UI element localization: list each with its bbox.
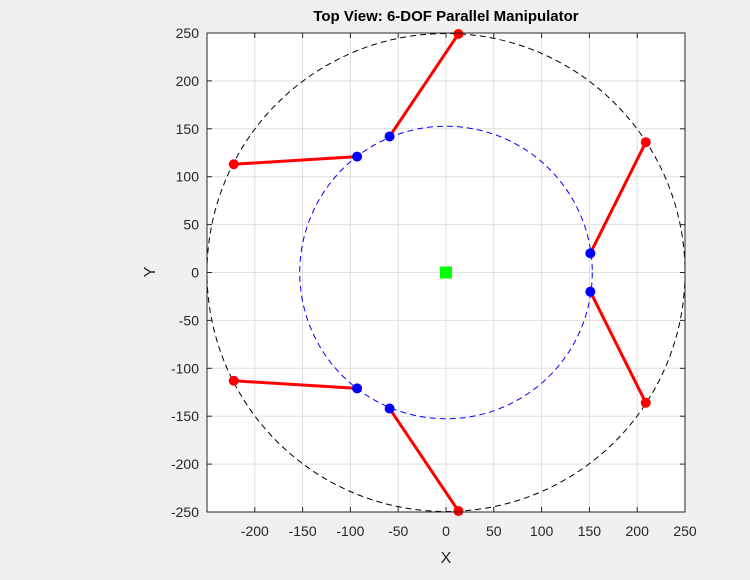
y-tick-label: 150 bbox=[176, 121, 200, 137]
x-tick-label: 200 bbox=[626, 523, 650, 539]
x-tick-label: 0 bbox=[442, 523, 450, 539]
y-tick-label: -250 bbox=[171, 504, 199, 520]
x-tick-label: 250 bbox=[673, 523, 697, 539]
x-tick-label: 100 bbox=[530, 523, 554, 539]
y-tick-label: 200 bbox=[176, 73, 200, 89]
base-joint-point bbox=[453, 28, 464, 39]
x-tick-label: -100 bbox=[336, 523, 364, 539]
y-tick-label: -200 bbox=[171, 456, 199, 472]
tick-labels: -200 -150 -100 -50 0 50 100 150 200 250 250 200 150 1… bbox=[171, 25, 697, 539]
x-tick-label: 150 bbox=[578, 523, 602, 539]
base-joint-point bbox=[640, 137, 651, 148]
platform-joint-point bbox=[384, 403, 395, 414]
y-tick-label: -150 bbox=[171, 408, 199, 424]
x-tick-label: -200 bbox=[241, 523, 269, 539]
platform-joint-point bbox=[384, 131, 395, 142]
base-joint-point bbox=[453, 506, 464, 517]
x-tick-label: 50 bbox=[486, 523, 502, 539]
leg-line bbox=[388, 407, 460, 513]
y-tick-label: 250 bbox=[176, 25, 200, 41]
y-tick-label: -100 bbox=[171, 360, 199, 376]
x-axis-label: X bbox=[441, 550, 452, 567]
leg-line bbox=[232, 155, 359, 166]
center-marker bbox=[440, 266, 452, 279]
y-axis-label: Y bbox=[142, 266, 159, 277]
x-tick-label: -150 bbox=[289, 523, 317, 539]
y-tick-label: 0 bbox=[191, 265, 199, 281]
points bbox=[228, 28, 651, 517]
platform-circle bbox=[299, 125, 593, 420]
platform-joint-point bbox=[585, 286, 596, 297]
x-tick-label: -50 bbox=[388, 523, 408, 539]
leg-line bbox=[588, 140, 648, 255]
base-joint-point bbox=[640, 397, 651, 408]
base-joint-point bbox=[228, 375, 239, 386]
platform-joint-point bbox=[352, 383, 363, 394]
chart-title: Top View: 6-DOF Parallel Manipulator bbox=[313, 8, 578, 25]
legs bbox=[232, 32, 648, 513]
platform-joint-point bbox=[352, 151, 363, 162]
y-tick-label: 50 bbox=[183, 217, 199, 233]
y-tick-label: -50 bbox=[179, 312, 199, 328]
base-joint-point bbox=[228, 159, 239, 170]
leg-line bbox=[588, 290, 648, 405]
platform-joint-point bbox=[585, 248, 596, 259]
y-tick-label: 100 bbox=[176, 169, 200, 185]
leg-line bbox=[232, 379, 359, 390]
leg-line bbox=[388, 32, 460, 138]
